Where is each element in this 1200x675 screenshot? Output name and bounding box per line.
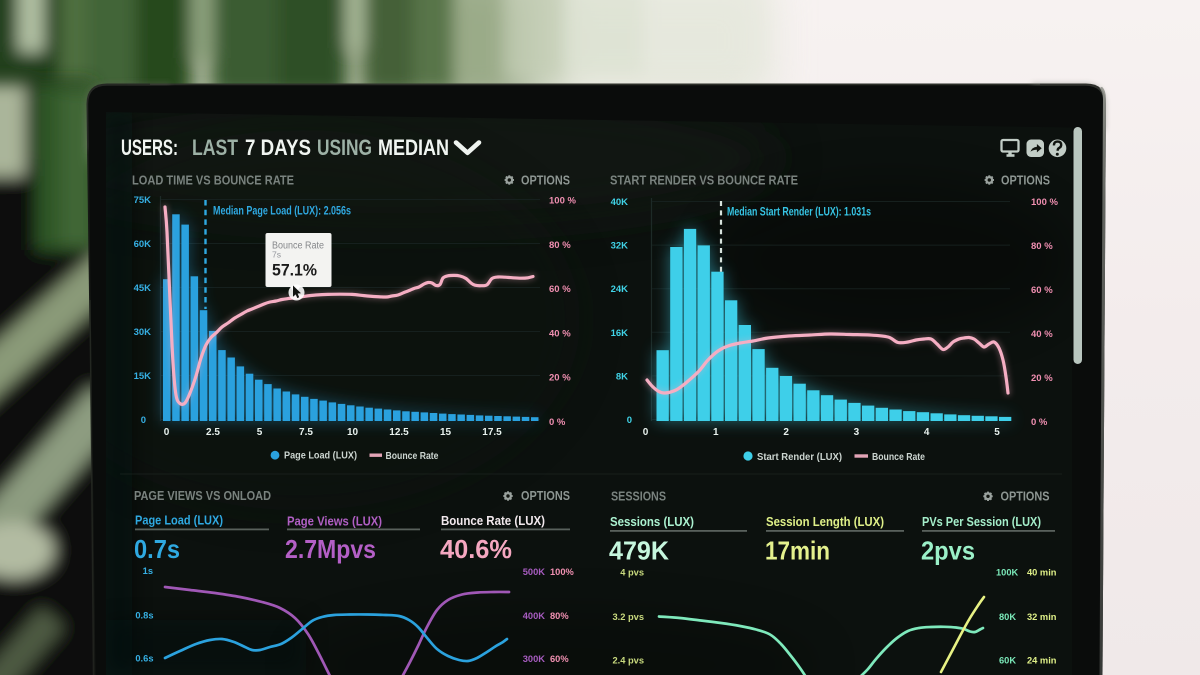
svg-text:0.7s: 0.7s: [134, 534, 180, 564]
svg-text:Page Views (LUX): Page Views (LUX): [287, 514, 382, 529]
svg-text:1: 1: [713, 427, 719, 438]
svg-text:16K: 16K: [611, 328, 629, 339]
svg-text:OPTIONS: OPTIONS: [1001, 489, 1050, 504]
svg-text:OPTIONS: OPTIONS: [521, 488, 570, 503]
svg-text:15K: 15K: [134, 371, 152, 382]
svg-text:Session Length (LUX): Session Length (LUX): [766, 514, 884, 529]
svg-text:0: 0: [141, 415, 146, 426]
svg-text:80 %: 80 %: [1031, 241, 1053, 252]
svg-text:30K: 30K: [134, 327, 152, 338]
svg-text:7s: 7s: [272, 250, 281, 260]
svg-text:PVs Per Session (LUX): PVs Per Session (LUX): [922, 514, 1041, 529]
svg-text:4 pvs: 4 pvs: [620, 568, 644, 578]
svg-text:80 %: 80 %: [549, 240, 571, 251]
svg-text:20 %: 20 %: [1031, 373, 1053, 384]
svg-text:479K: 479K: [609, 536, 669, 566]
svg-text:40 min: 40 min: [1027, 568, 1057, 578]
svg-text:4: 4: [924, 427, 930, 438]
svg-text:0: 0: [643, 427, 649, 438]
svg-text:0 %: 0 %: [1031, 417, 1048, 428]
svg-text:32K: 32K: [611, 241, 629, 252]
svg-text:OPTIONS: OPTIONS: [521, 173, 570, 188]
svg-text:5: 5: [994, 427, 1000, 438]
svg-text:24 min: 24 min: [1027, 656, 1057, 666]
svg-text:0.6s: 0.6s: [135, 654, 153, 664]
svg-text:10: 10: [347, 427, 359, 438]
svg-text:40 %: 40 %: [1031, 329, 1053, 340]
svg-text:0: 0: [627, 415, 632, 426]
svg-text:60 %: 60 %: [1031, 285, 1053, 296]
svg-text:5: 5: [257, 427, 263, 438]
svg-text:17min: 17min: [765, 536, 830, 566]
svg-text:100 %: 100 %: [1031, 197, 1058, 208]
svg-text:Bounce Rate: Bounce Rate: [272, 240, 324, 251]
svg-text:12.5: 12.5: [389, 427, 409, 438]
svg-text:0 %: 0 %: [549, 417, 566, 428]
svg-text:Bounce Rate (LUX): Bounce Rate (LUX): [441, 513, 545, 528]
svg-text:15: 15: [440, 427, 452, 438]
svg-text:24K: 24K: [611, 284, 629, 295]
svg-text:100K: 100K: [996, 568, 1019, 578]
svg-text:Median Page Load (LUX): 2.056s: Median Page Load (LUX): 2.056s: [213, 206, 351, 218]
svg-text:60K: 60K: [999, 656, 1016, 666]
svg-text:60%: 60%: [550, 654, 569, 664]
svg-text:100%: 100%: [550, 567, 575, 577]
svg-text:SESSIONS: SESSIONS: [611, 489, 666, 504]
svg-text:3: 3: [854, 427, 860, 438]
svg-text:75K: 75K: [134, 195, 152, 206]
svg-text:0: 0: [164, 427, 170, 438]
svg-text:7.5: 7.5: [299, 427, 313, 438]
svg-text:LOAD TIME VS BOUNCE RATE: LOAD TIME VS BOUNCE RATE: [132, 173, 294, 188]
svg-text:57.1%: 57.1%: [272, 261, 317, 280]
svg-text:80%: 80%: [550, 611, 569, 621]
svg-text:40.6%: 40.6%: [440, 534, 512, 564]
svg-text:1s: 1s: [143, 566, 153, 576]
svg-text:2.5: 2.5: [206, 427, 220, 438]
svg-text:17.5: 17.5: [482, 427, 502, 438]
svg-text:45K: 45K: [134, 283, 152, 294]
svg-text:Page Load (LUX): Page Load (LUX): [284, 450, 357, 461]
svg-text:2.7Mpvs: 2.7Mpvs: [285, 534, 376, 564]
svg-text:3.2 pvs: 3.2 pvs: [612, 612, 644, 622]
svg-text:0.8s: 0.8s: [135, 611, 153, 621]
svg-text:Bounce Rate: Bounce Rate: [386, 451, 439, 462]
svg-text:40 %: 40 %: [549, 328, 571, 339]
svg-text:Median Start Render (LUX): 1.0: Median Start Render (LUX): 1.031s: [727, 207, 871, 219]
svg-text:60K: 60K: [134, 239, 152, 250]
svg-text:40K: 40K: [611, 197, 629, 208]
svg-text:300K: 300K: [523, 654, 546, 664]
svg-text:20 %: 20 %: [549, 373, 571, 384]
svg-text:32 min: 32 min: [1027, 612, 1057, 622]
svg-text:OPTIONS: OPTIONS: [1001, 173, 1050, 188]
svg-text:Start Render (LUX): Start Render (LUX): [757, 452, 842, 463]
svg-text:60 %: 60 %: [549, 284, 571, 295]
svg-text:100 %: 100 %: [549, 196, 576, 207]
svg-text:Sessions (LUX): Sessions (LUX): [610, 514, 694, 529]
svg-text:PAGE VIEWS VS ONLOAD: PAGE VIEWS VS ONLOAD: [134, 488, 271, 503]
svg-text:80K: 80K: [999, 612, 1016, 622]
svg-text:500K: 500K: [523, 567, 546, 577]
svg-text:2.4 pvs: 2.4 pvs: [612, 656, 644, 666]
svg-text:2pvs: 2pvs: [921, 536, 975, 566]
svg-text:Page Load (LUX): Page Load (LUX): [135, 513, 223, 528]
svg-text:400K: 400K: [523, 611, 546, 621]
svg-text:START RENDER VS BOUNCE RATE: START RENDER VS BOUNCE RATE: [610, 173, 798, 188]
svg-text:Bounce Rate: Bounce Rate: [872, 452, 925, 463]
svg-text:2: 2: [783, 427, 789, 438]
svg-text:8K: 8K: [616, 371, 628, 382]
